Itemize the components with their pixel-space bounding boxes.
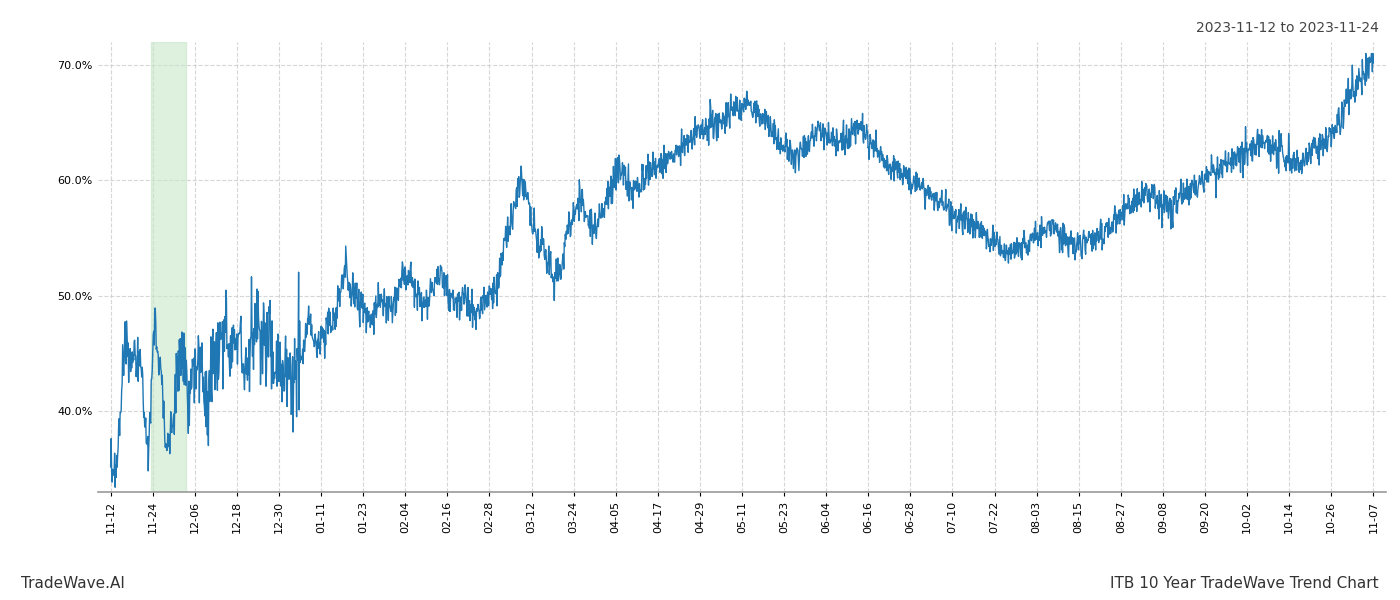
Bar	[151, 42, 186, 492]
Text: 2023-11-12 to 2023-11-24: 2023-11-12 to 2023-11-24	[1196, 21, 1379, 35]
Text: TradeWave.AI: TradeWave.AI	[21, 576, 125, 591]
Text: ITB 10 Year TradeWave Trend Chart: ITB 10 Year TradeWave Trend Chart	[1110, 576, 1379, 591]
